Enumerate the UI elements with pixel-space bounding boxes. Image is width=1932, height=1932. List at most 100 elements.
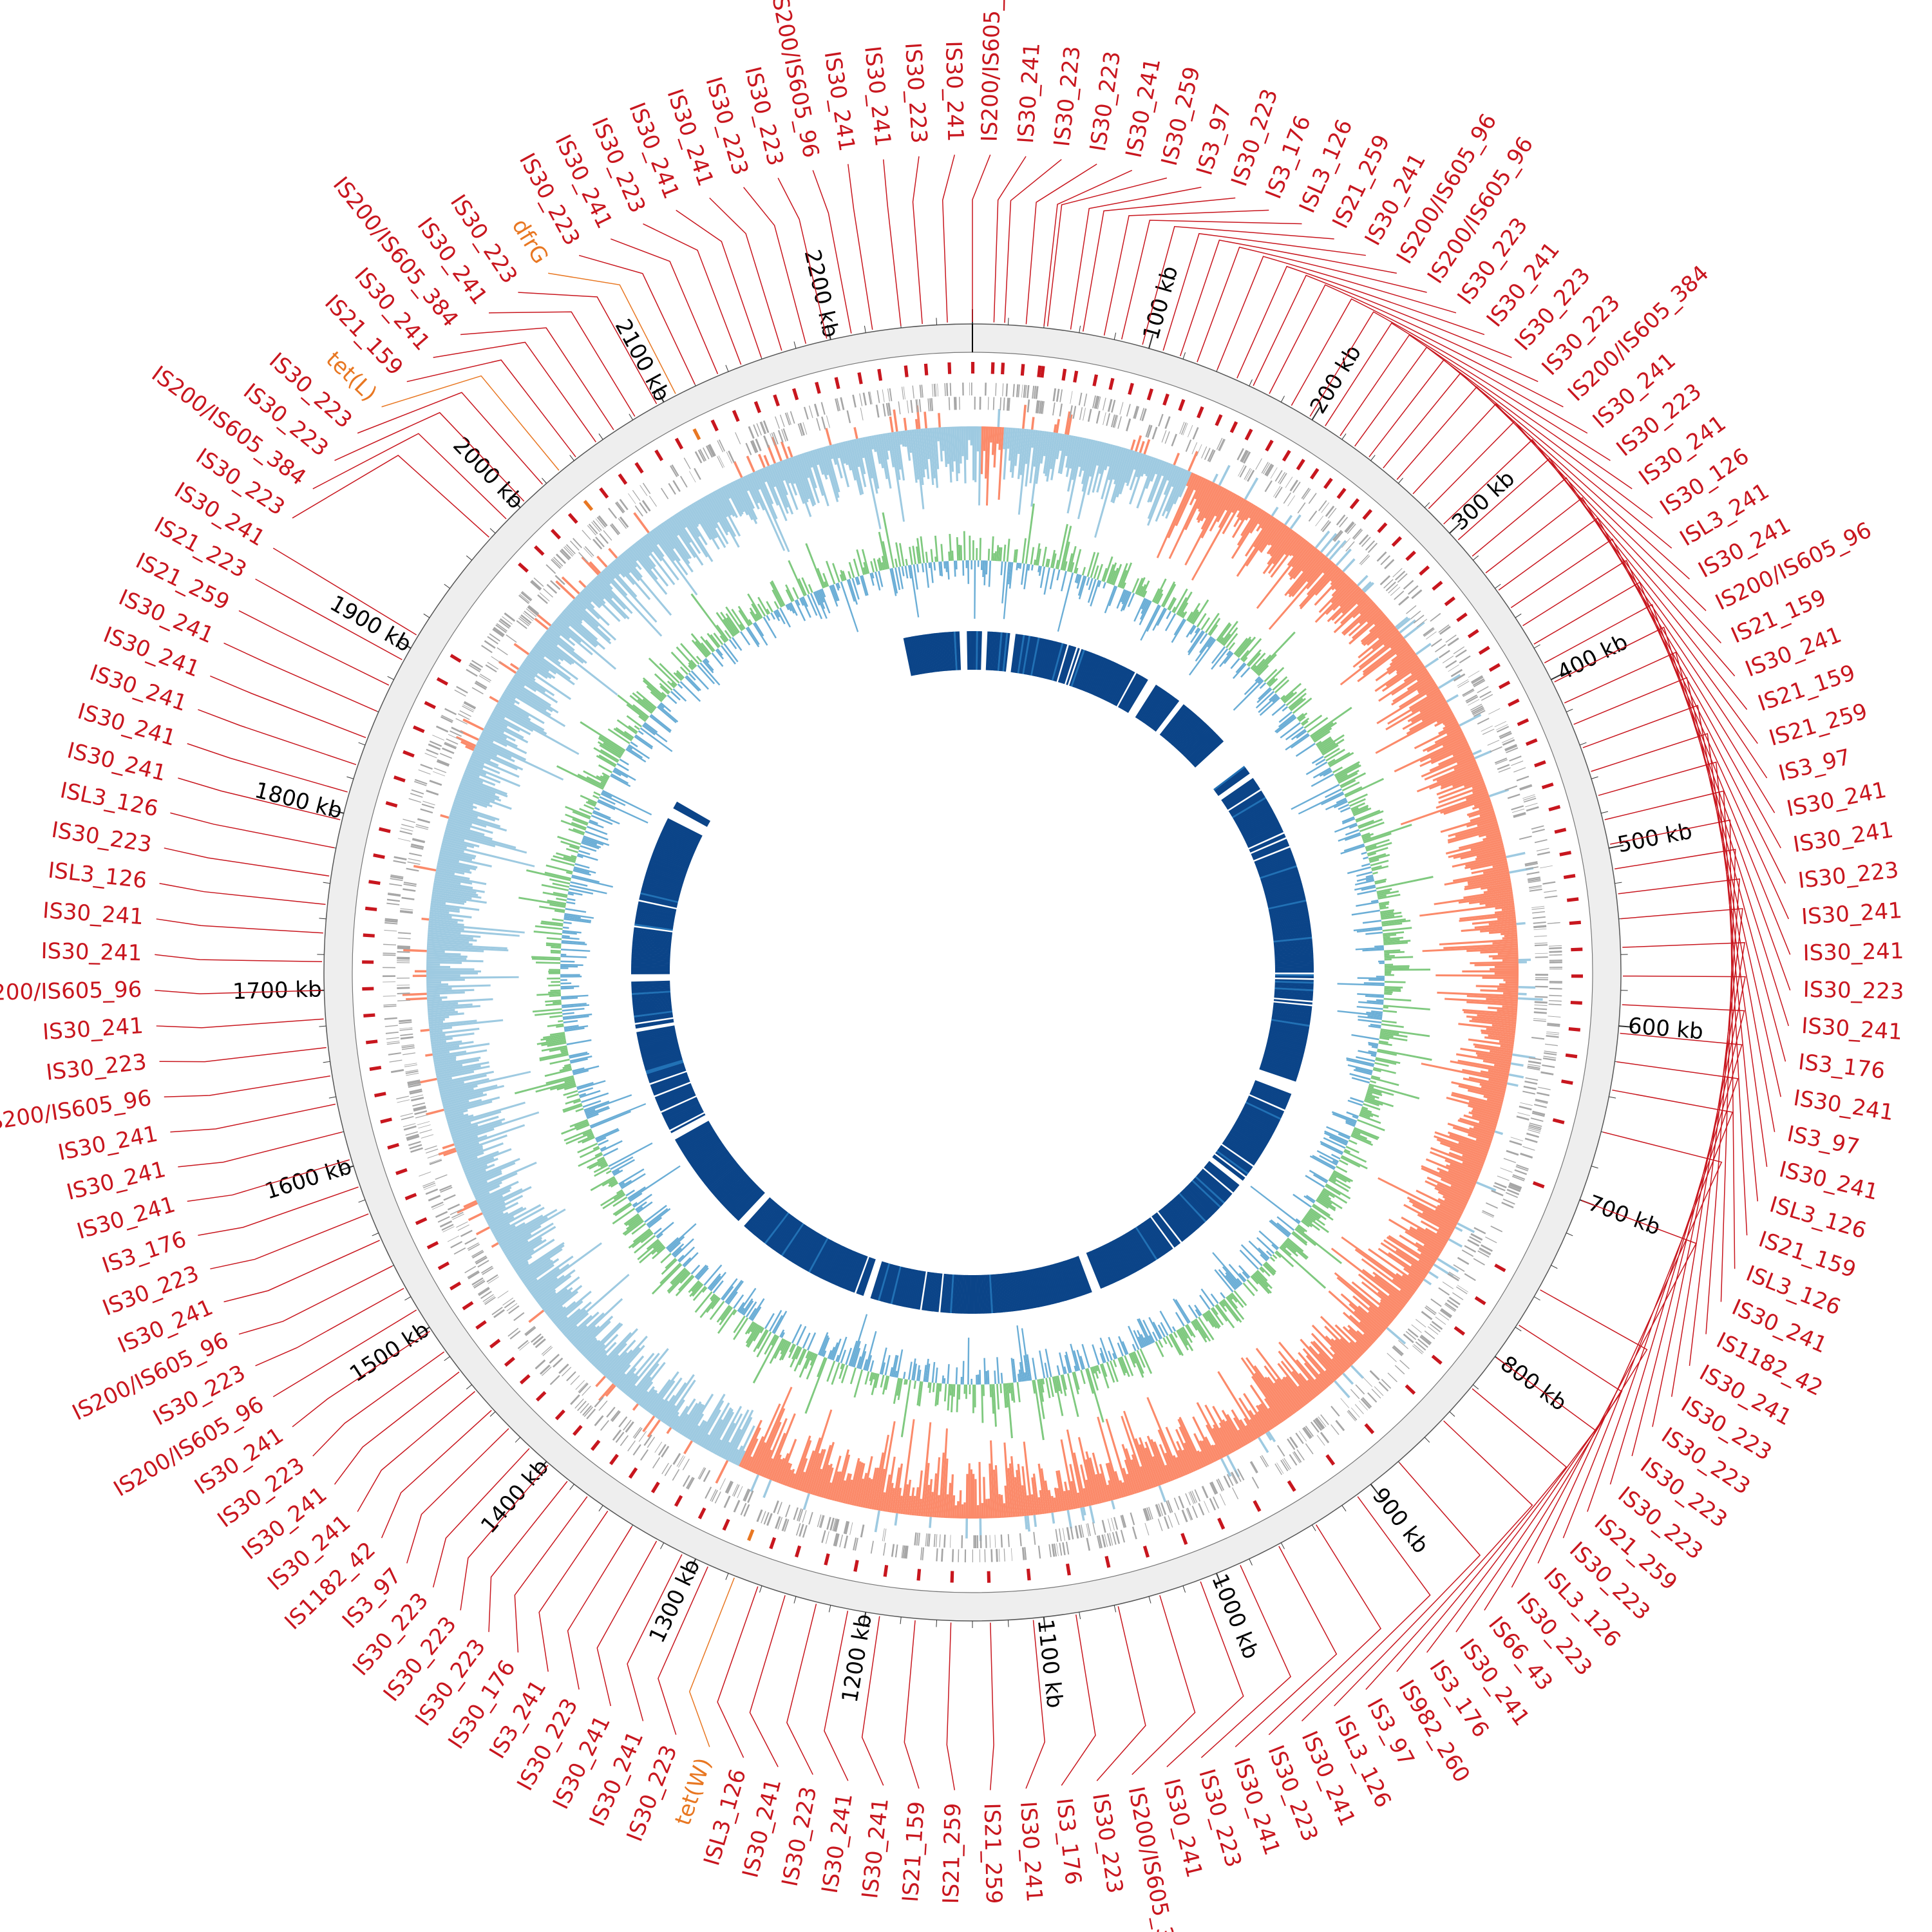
cds-block [1033, 1531, 1036, 1545]
gc-content-bar [1365, 1096, 1394, 1108]
gc-skew-bar [814, 1444, 832, 1496]
gc-content-bar [650, 691, 663, 703]
gc-content-bar [545, 1037, 566, 1042]
blast-hit-segment [1261, 1061, 1299, 1075]
blast-hit-segment [990, 631, 996, 671]
cds-block [961, 1535, 963, 1548]
gc-content-bar [585, 1109, 596, 1115]
gc-content-bar [677, 1274, 694, 1291]
gc-content-bar [1379, 909, 1395, 913]
gc-content-bar [576, 1124, 590, 1131]
blast-hit-segment [1256, 854, 1294, 870]
gc-content-bar [549, 1058, 570, 1065]
gc-content-bar [1340, 779, 1356, 789]
gc-skew-bar [468, 759, 500, 775]
gc-skew-bar [980, 426, 984, 475]
gc-content-bar [1384, 954, 1395, 958]
gc-skew-bar [439, 1077, 489, 1092]
cds-block [1516, 1115, 1530, 1121]
gc-content-bar [1303, 1217, 1320, 1231]
cds-block [1115, 1531, 1121, 1544]
gc-content-bar [654, 673, 673, 691]
blast-hit-segment [1274, 994, 1313, 999]
blast-hit-segment [1132, 1228, 1155, 1263]
blast-hit-segment [1240, 813, 1276, 833]
gc-content-bar [983, 1358, 987, 1385]
gc-content-bar [656, 1233, 663, 1239]
gc-skew-bar [1459, 714, 1482, 727]
gc-content-bar [1116, 589, 1126, 609]
gc-skew-bar [1392, 676, 1432, 703]
blast-hit-segment [680, 1129, 715, 1151]
blast-hit-segment [639, 895, 678, 907]
blast-hit-segment [639, 1038, 677, 1049]
gc-skew-bar [562, 611, 606, 650]
gc-content-bar [789, 1343, 795, 1353]
gc-content-bar [636, 1206, 643, 1212]
blast-hit-segment [1244, 1104, 1280, 1124]
blast-hit-segment [913, 636, 922, 675]
gc-skew-bar [1359, 601, 1374, 615]
gc-skew-bar [1035, 430, 1045, 484]
gc-skew-bar [427, 936, 477, 942]
cds-block [1187, 425, 1193, 437]
gc-content-bar [600, 749, 620, 762]
gc-skew-bar [1349, 1341, 1364, 1356]
gc-content-bar [597, 741, 622, 757]
cds-block [1106, 413, 1111, 426]
blast-hit-segment [1106, 666, 1125, 702]
gc-skew-bar [1126, 451, 1139, 486]
blast-hit-segment [656, 842, 693, 859]
gc-skew-bar [1342, 1311, 1376, 1343]
gc-skew-bar [1391, 677, 1434, 706]
gc-skew-bar [426, 958, 484, 963]
gc-content-bar [866, 1355, 873, 1372]
gc-content-bar [1119, 569, 1128, 588]
gc-content-bar [1367, 1015, 1383, 1019]
blast-hit-segment [1112, 669, 1132, 705]
gc-content-bar [1316, 1150, 1340, 1163]
blast-hit-segment [1274, 969, 1314, 971]
gc-skew-bar [1351, 1281, 1397, 1319]
cds-block [672, 1453, 681, 1465]
gc-content-bar [1259, 682, 1267, 689]
gc-content-bar [582, 1130, 592, 1136]
gc-skew-bar [459, 730, 479, 741]
gc-skew-bar [761, 1417, 788, 1477]
gc-skew-bar [1477, 819, 1497, 827]
gc-content-bar [569, 1051, 588, 1057]
blast-hit-segment [1171, 715, 1198, 746]
gc-content-bar [785, 589, 793, 603]
gc-skew-bar [554, 619, 582, 643]
blast-hit-segment [1274, 961, 1314, 965]
blast-hit-segment [1226, 1136, 1260, 1160]
gc-content-bar [1092, 1344, 1100, 1365]
gc-content-bar [1166, 611, 1172, 620]
blast-hit-segment [715, 1171, 746, 1198]
gc-skew-bar [492, 710, 506, 719]
gc-skew-bar [545, 630, 587, 664]
cds-block [1504, 785, 1518, 791]
gc-content-bar [589, 1103, 647, 1128]
gc-content-bar [802, 596, 809, 607]
gc-skew-bar [867, 1467, 877, 1509]
gc-skew-bar [1518, 986, 1536, 989]
cds-block [1524, 861, 1538, 866]
gc-skew-bar [430, 1027, 480, 1036]
cds-block [1209, 1482, 1217, 1495]
cds-block [1278, 471, 1285, 484]
gc-content-bar [755, 613, 761, 620]
gc-skew-bar [1165, 1426, 1188, 1475]
gc-skew-bar [633, 512, 650, 534]
gc-skew-bar [1260, 514, 1271, 529]
blast-hit-segment [1255, 849, 1292, 866]
gc-content-bar [1074, 1365, 1077, 1372]
gc-content-bar [762, 616, 777, 639]
gc-skew-bar [1389, 647, 1413, 666]
gc-skew-bar [1177, 1419, 1202, 1469]
gc-content-bar [889, 568, 897, 596]
gc-skew-bar [949, 426, 954, 472]
gc-content-bar [1122, 591, 1132, 611]
gc-content-bar [647, 1208, 671, 1227]
cds-block [1531, 905, 1545, 908]
